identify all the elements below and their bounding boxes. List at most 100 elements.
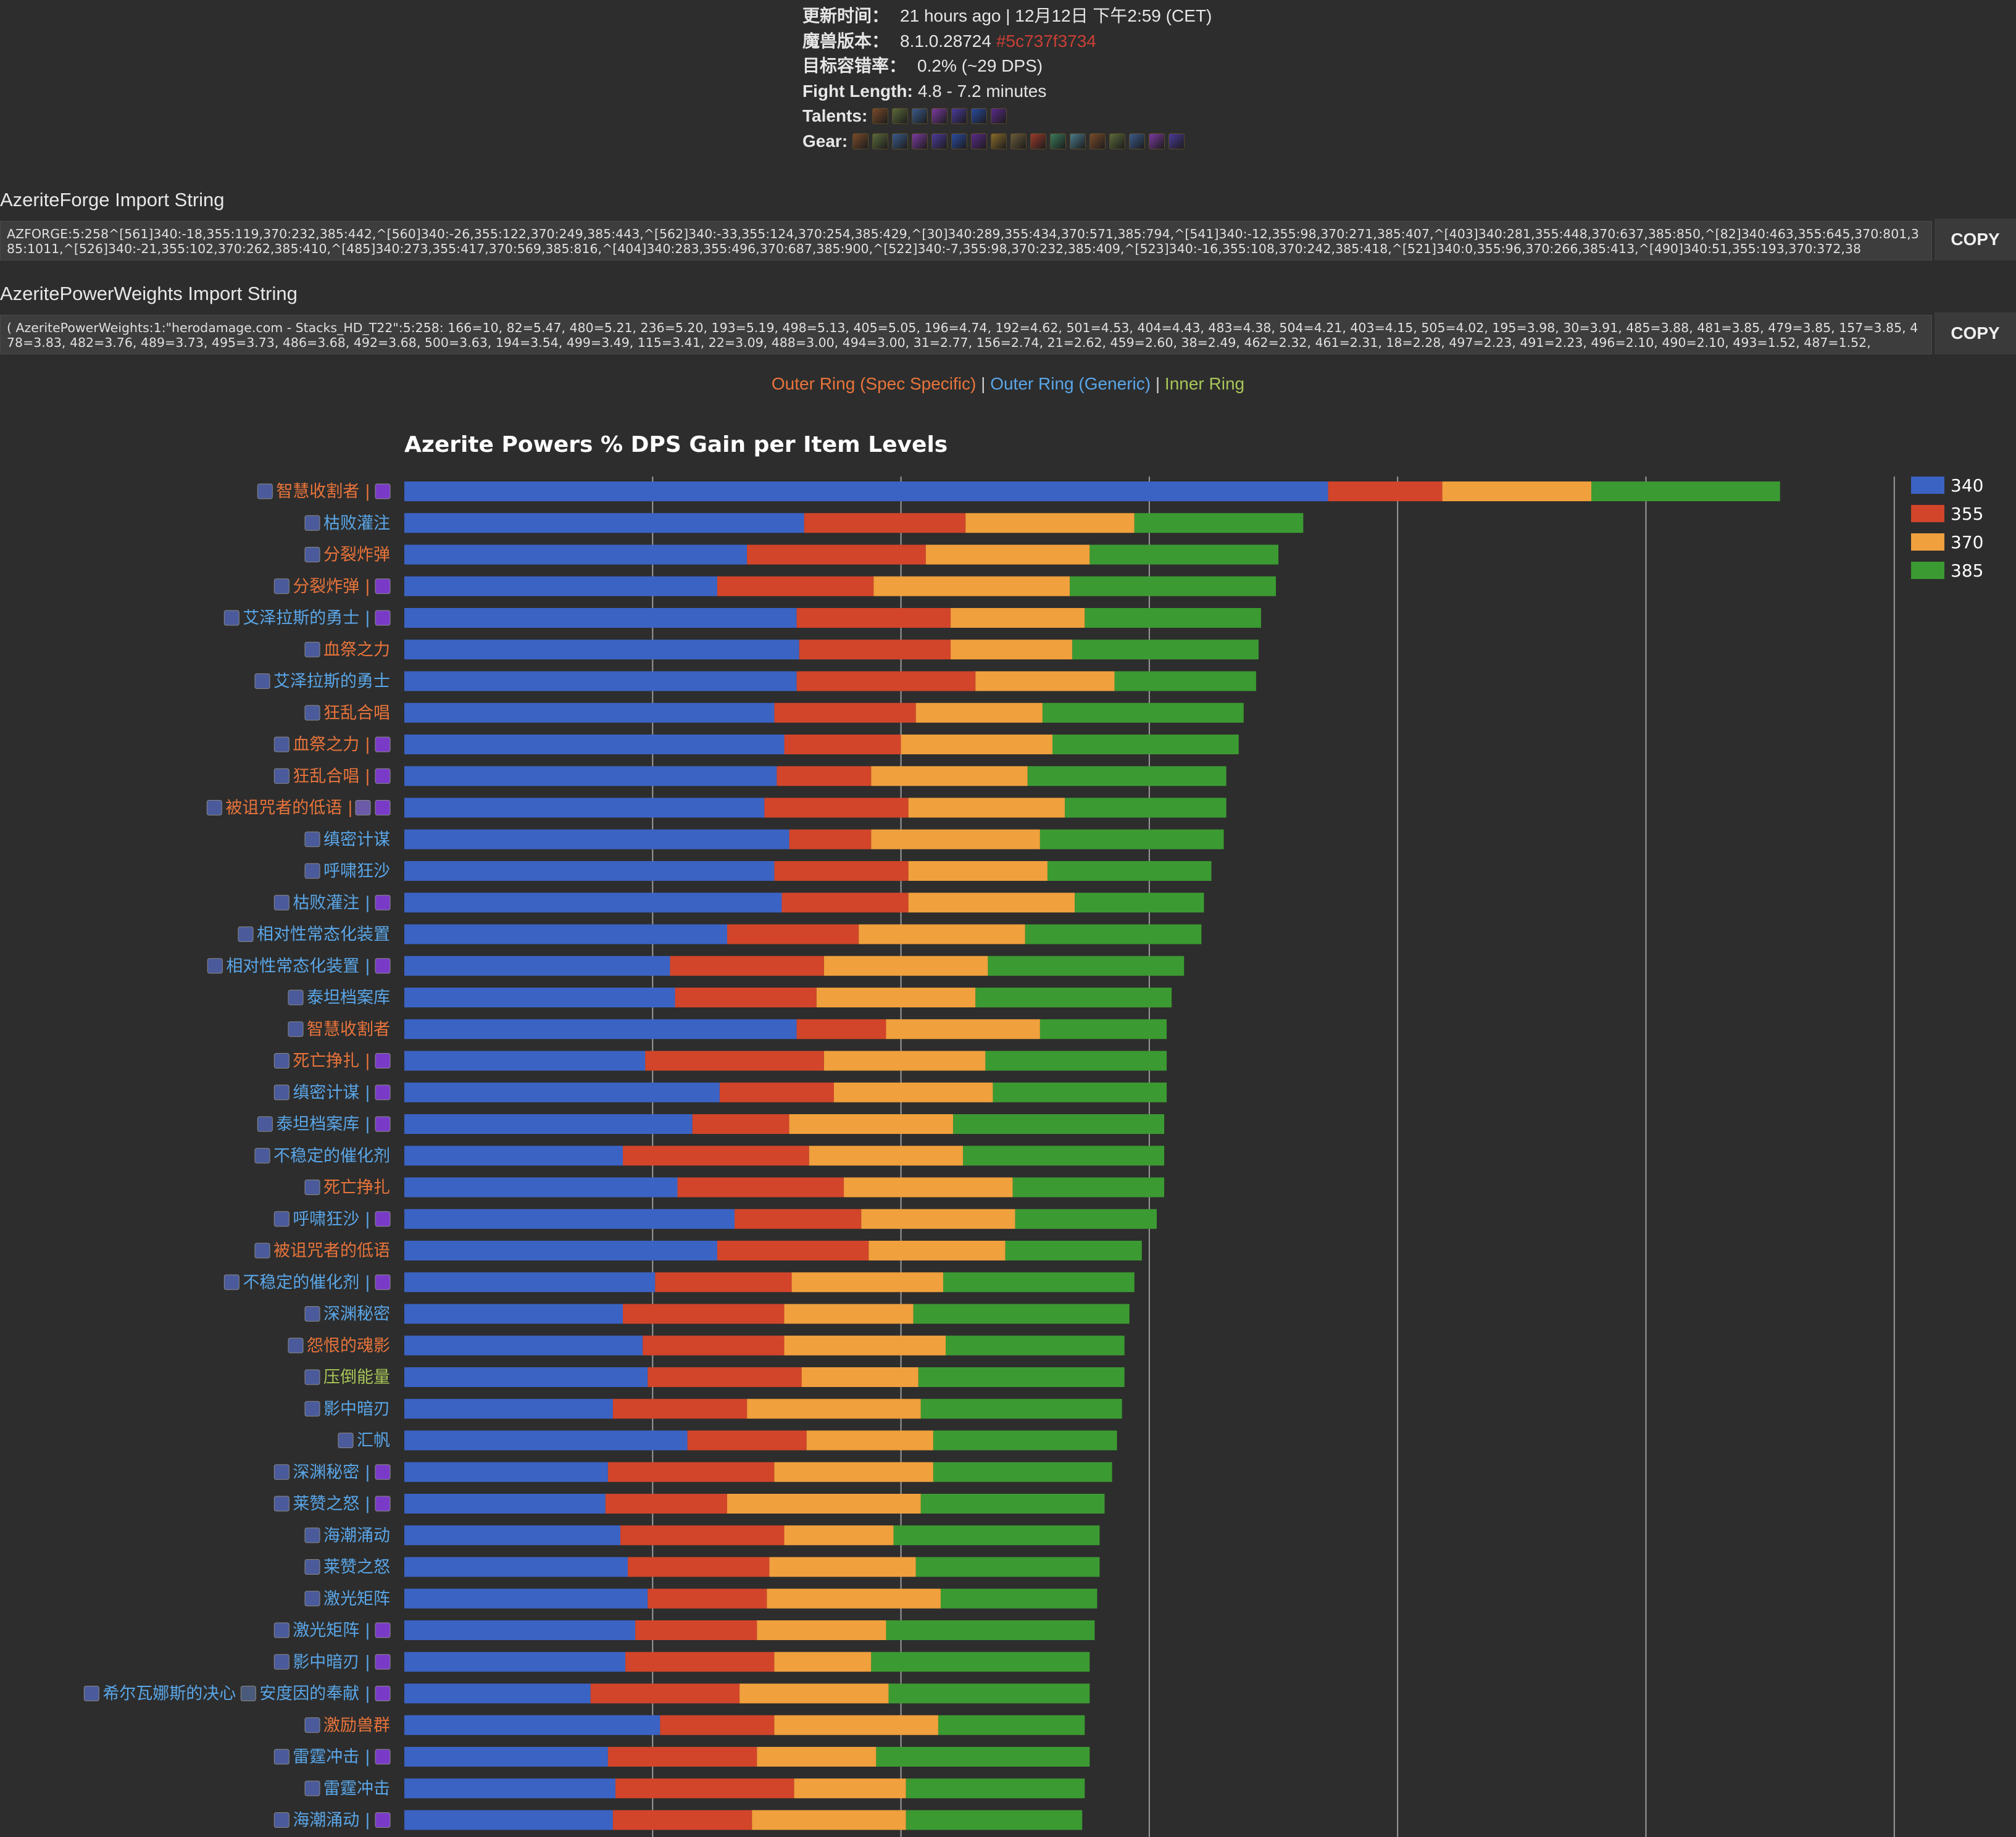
bar-segment-370[interactable] <box>806 1430 933 1451</box>
bar-segment-340[interactable] <box>404 1557 628 1577</box>
bar-segment-385[interactable] <box>1025 924 1202 944</box>
bar-segment-355[interactable] <box>687 1430 807 1451</box>
bar-segment-340[interactable] <box>404 639 799 660</box>
bar-segment-355[interactable] <box>747 544 926 565</box>
bar-segment-355[interactable] <box>648 1367 802 1387</box>
bar-segment-340[interactable] <box>404 1082 720 1102</box>
bar-segment-355[interactable] <box>717 576 874 596</box>
talent-icon-1[interactable] <box>872 108 889 125</box>
bar-segment-340[interactable] <box>404 513 804 533</box>
talent-icon-6[interactable] <box>971 108 988 125</box>
bar-segment-355[interactable] <box>645 1051 824 1071</box>
bar-segment-370[interactable] <box>809 1146 964 1166</box>
bar-segment-385[interactable] <box>920 1494 1105 1514</box>
gear-icon-17[interactable] <box>1168 133 1185 149</box>
bar-segment-370[interactable] <box>823 1051 986 1071</box>
bar-segment-340[interactable] <box>404 544 748 565</box>
gear-icon-4[interactable] <box>912 133 928 149</box>
bar-segment-370[interactable] <box>791 1272 943 1293</box>
bar-segment-370[interactable] <box>789 1114 954 1134</box>
gear-icon-3[interactable] <box>892 133 909 149</box>
bar-segment-370[interactable] <box>951 608 1085 628</box>
bar-segment-385[interactable] <box>886 1620 1095 1640</box>
talent-icon-7[interactable] <box>991 108 1007 125</box>
gear-icon-13[interactable] <box>1089 133 1106 149</box>
bar-segment-385[interactable] <box>1070 576 1277 596</box>
bar-segment-355[interactable] <box>607 1462 775 1482</box>
bar-segment-340[interactable] <box>404 1051 646 1071</box>
bar-segment-355[interactable] <box>692 1114 789 1134</box>
bar-segment-340[interactable] <box>404 924 727 944</box>
bar-segment-355[interactable] <box>719 1082 834 1102</box>
bar-segment-340[interactable] <box>404 1335 643 1356</box>
bar-segment-370[interactable] <box>908 861 1048 881</box>
bar-segment-370[interactable] <box>752 1810 906 1830</box>
bar-segment-355[interactable] <box>623 1304 785 1324</box>
bar-segment-370[interactable] <box>739 1683 889 1704</box>
bar-segment-355[interactable] <box>781 893 909 913</box>
bar-segment-340[interactable] <box>404 1620 636 1640</box>
weights-import-textarea[interactable]: ( AzeritePowerWeights:1:"herodamage.com … <box>0 315 1932 354</box>
bar-segment-355[interactable] <box>670 956 824 976</box>
bar-segment-340[interactable] <box>404 1494 606 1514</box>
bar-segment-340[interactable] <box>404 829 789 849</box>
gear-icon-1[interactable] <box>852 133 869 149</box>
gear-icon-5[interactable] <box>931 133 948 149</box>
bar-segment-370[interactable] <box>769 1557 916 1577</box>
bar-segment-340[interactable] <box>404 481 1328 501</box>
bar-segment-385[interactable] <box>893 1525 1100 1546</box>
bar-segment-355[interactable] <box>620 1525 785 1546</box>
bar-segment-385[interactable] <box>963 1146 1165 1166</box>
bar-segment-370[interactable] <box>747 1399 921 1419</box>
bar-segment-370[interactable] <box>951 639 1073 660</box>
bar-segment-370[interactable] <box>925 544 1090 565</box>
bar-segment-370[interactable] <box>861 1209 1015 1229</box>
bar-segment-370[interactable] <box>784 1335 946 1356</box>
bar-segment-370[interactable] <box>784 1304 914 1324</box>
bar-segment-370[interactable] <box>975 671 1115 691</box>
gear-icon-8[interactable] <box>991 133 1007 149</box>
bar-segment-370[interactable] <box>757 1620 886 1640</box>
bar-segment-340[interactable] <box>404 1588 648 1609</box>
bar-segment-340[interactable] <box>404 1778 615 1799</box>
bar-segment-355[interactable] <box>648 1588 767 1609</box>
bar-segment-370[interactable] <box>844 1177 1013 1198</box>
gear-icon-14[interactable] <box>1109 133 1126 149</box>
bar-segment-370[interactable] <box>908 893 1075 913</box>
bar-segment-385[interactable] <box>1075 893 1204 913</box>
bar-segment-385[interactable] <box>1015 1209 1157 1229</box>
bar-segment-340[interactable] <box>404 671 797 691</box>
bar-segment-370[interactable] <box>965 513 1135 533</box>
bar-segment-355[interactable] <box>784 735 901 754</box>
bar-segment-355[interactable] <box>1328 481 1443 501</box>
bar-segment-385[interactable] <box>906 1810 1083 1830</box>
bar-segment-355[interactable] <box>655 1272 792 1293</box>
bar-segment-370[interactable] <box>727 1494 921 1514</box>
bar-segment-355[interactable] <box>717 1241 869 1260</box>
bar-segment-385[interactable] <box>1052 735 1239 754</box>
gear-icon-10[interactable] <box>1030 133 1047 149</box>
bar-segment-355[interactable] <box>605 1494 727 1514</box>
forge-copy-button[interactable]: COPY <box>1935 219 2016 260</box>
bar-segment-355[interactable] <box>607 1747 757 1767</box>
bar-segment-370[interactable] <box>1442 481 1591 501</box>
bar-segment-355[interactable] <box>675 988 817 1007</box>
talent-icon-5[interactable] <box>951 108 968 125</box>
bar-segment-340[interactable] <box>404 1019 797 1039</box>
talent-icon-2[interactable] <box>892 108 909 125</box>
bar-segment-355[interactable] <box>796 1019 886 1039</box>
bar-segment-370[interactable] <box>816 988 976 1007</box>
bar-segment-340[interactable] <box>404 1525 621 1546</box>
bar-segment-385[interactable] <box>920 1399 1122 1419</box>
bar-segment-355[interactable] <box>677 1177 844 1198</box>
bar-segment-370[interactable] <box>801 1367 918 1387</box>
gear-icon-9[interactable] <box>1010 133 1027 149</box>
bar-segment-385[interactable] <box>1072 639 1259 660</box>
bar-segment-385[interactable] <box>993 1082 1167 1102</box>
bar-segment-385[interactable] <box>906 1778 1085 1799</box>
bar-segment-385[interactable] <box>871 1652 1090 1672</box>
bar-segment-385[interactable] <box>918 1367 1125 1387</box>
bar-segment-385[interactable] <box>933 1430 1117 1451</box>
bar-segment-385[interactable] <box>1005 1241 1142 1260</box>
bar-segment-355[interactable] <box>804 513 966 533</box>
